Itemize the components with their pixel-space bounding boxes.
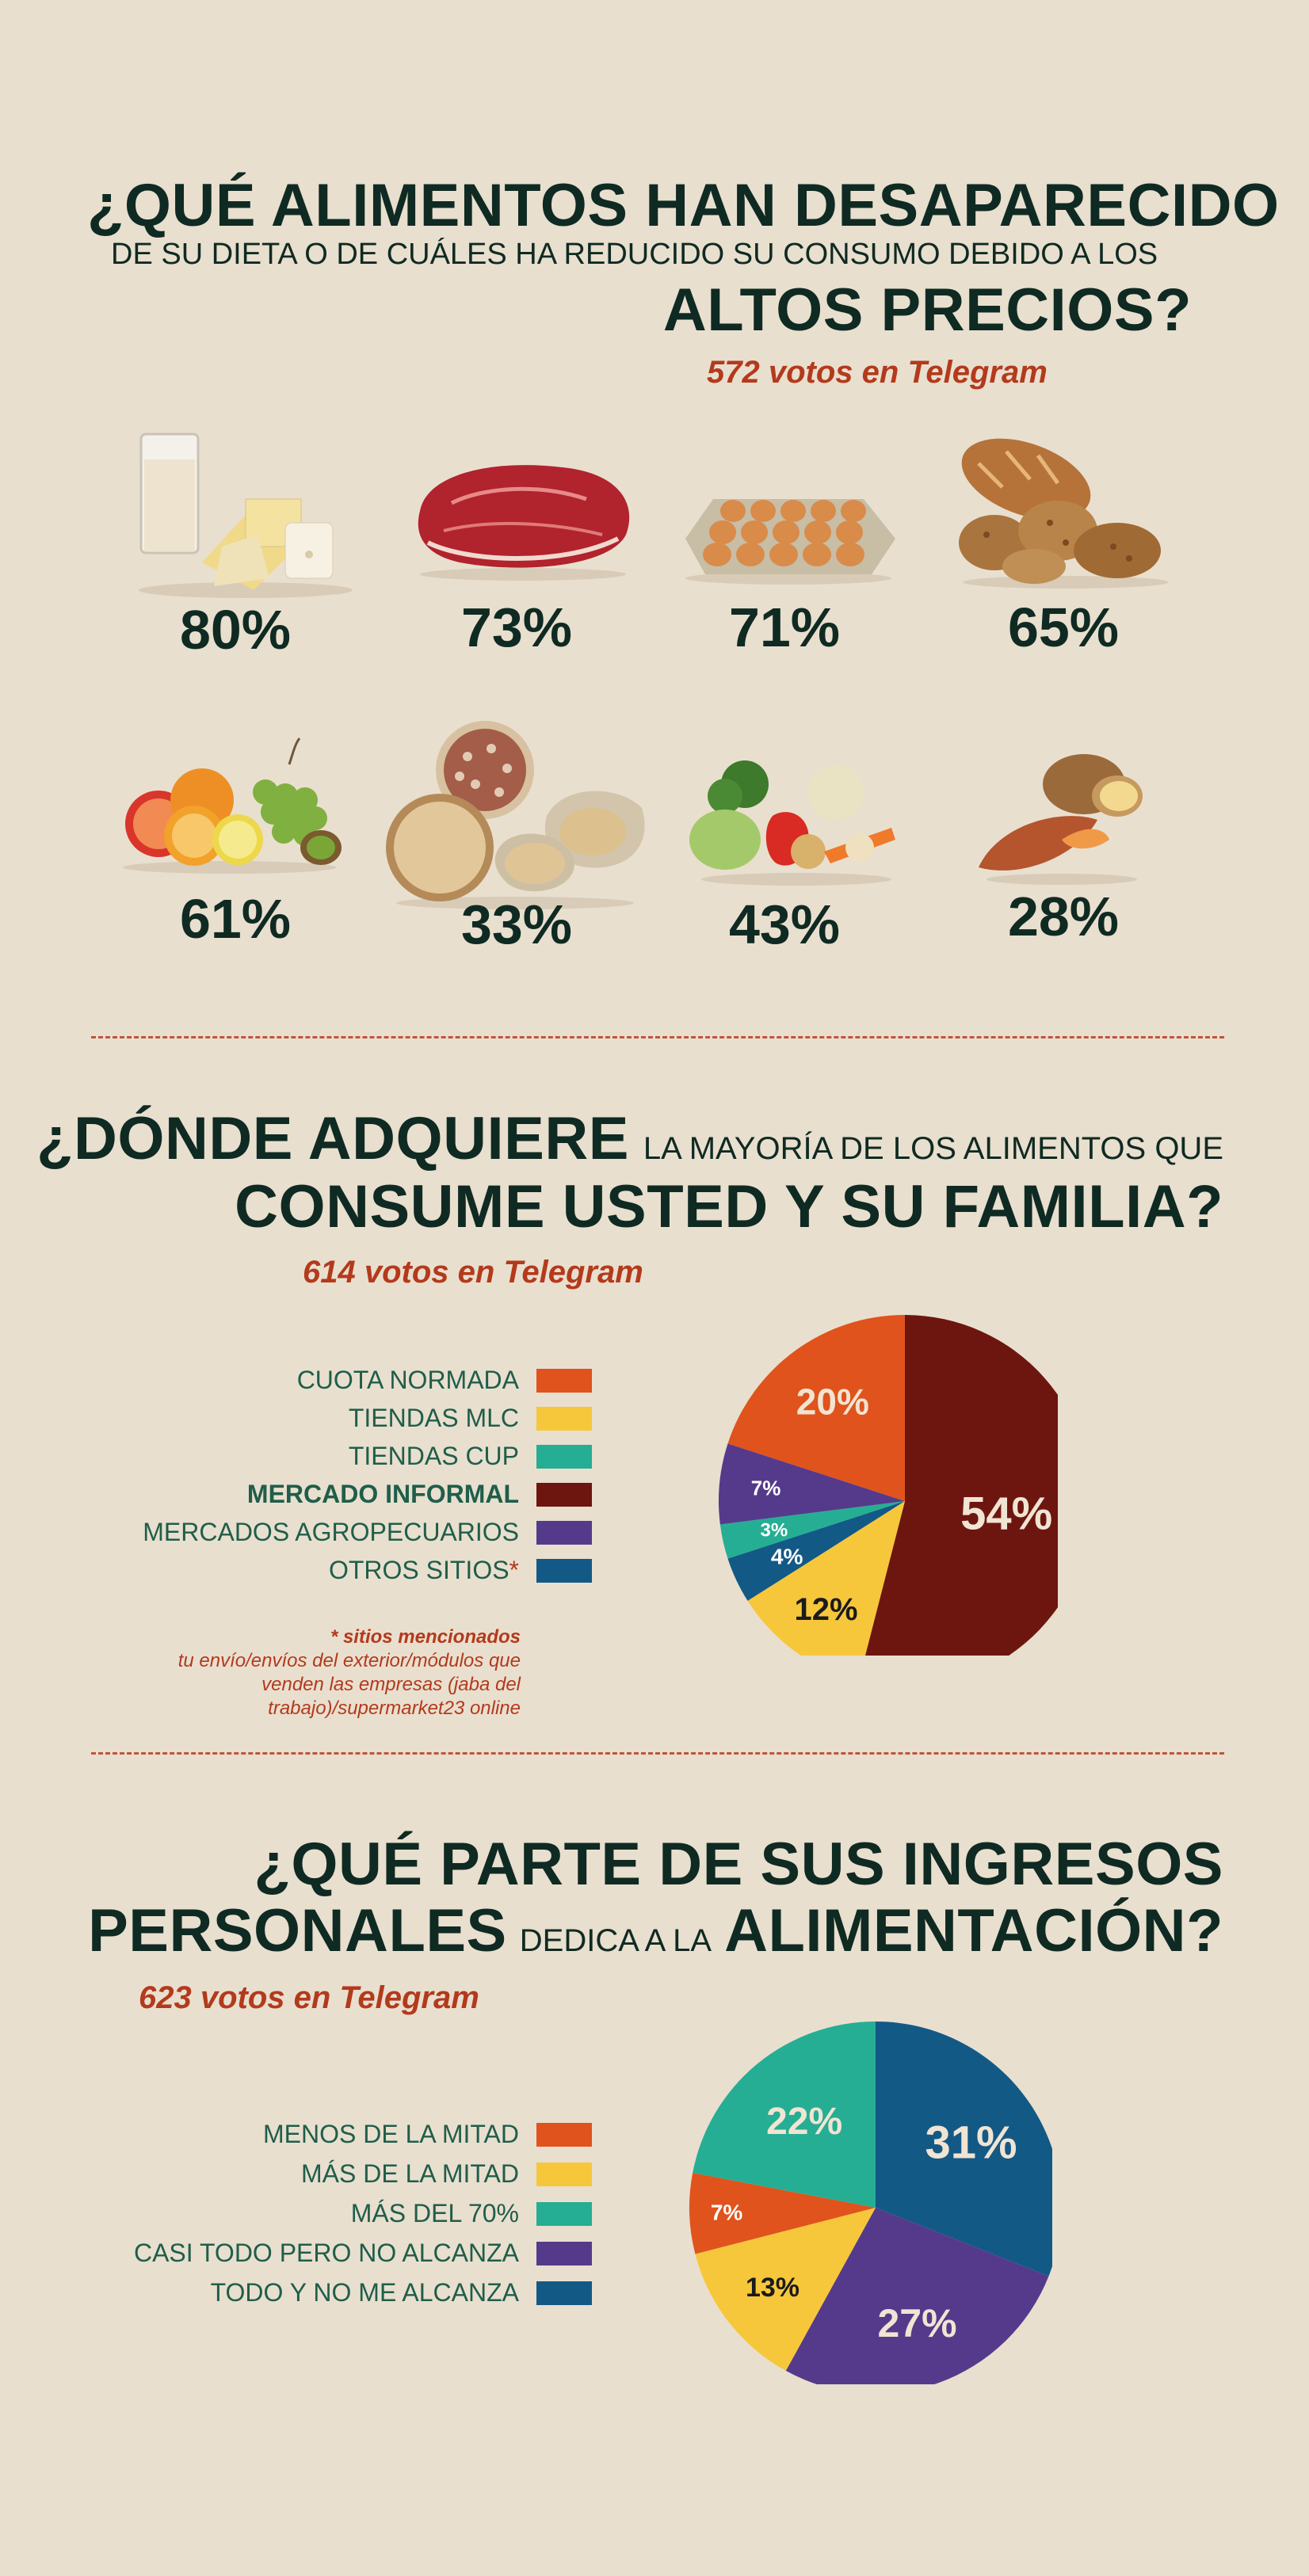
pct-potato: 28% (1007, 886, 1120, 947)
bread-cookies-icon (959, 438, 1169, 589)
eggs-icon (685, 499, 895, 585)
pie-slice-3 (689, 2172, 876, 2254)
section2-title-row1: ¿DÓNDE ADQUIERE LA MAYORÍA DE LOS ALIMEN… (36, 1109, 1223, 1169)
legend-asterisk: * (509, 1556, 519, 1584)
legend-item: MERCADOS AGROPECUARIOS (143, 1518, 592, 1547)
section3-title-small2: DEDICA A LA (519, 1923, 712, 1958)
pie-label-2: 4% (771, 1545, 803, 1569)
pie-label-0: 31% (925, 2117, 1017, 2169)
pie-label-4: 22% (766, 2101, 842, 2143)
pie-slice-0 (864, 1315, 1058, 1656)
legend-swatch (536, 2241, 592, 2265)
pie-slice-2 (695, 2208, 876, 2371)
meat-icon (418, 465, 630, 581)
pct-milk: 80% (179, 599, 292, 661)
legend-item: MENOS DE LA MITAD (263, 2120, 592, 2149)
section3-title-line1: ¿QUÉ PARTE DE SUS INGRESOS (254, 1831, 1223, 1898)
section1-title-line1: ¿QUÉ ALIMENTOS HAN DESAPARECIDO (87, 172, 1280, 239)
legend-label: MENOS DE LA MITAD (262, 2120, 519, 2148)
section3-title-row2: PERSONALES DEDICA A LA ALIMENTACIÓN? (88, 1901, 1223, 1961)
legend-item: MÁS DEL 70% (351, 2199, 592, 2228)
legend-label: MÁS DEL 70% (350, 2199, 519, 2227)
section2-title-small1: LA MAYORÍA DE LOS ALIMENTOS QUE (643, 1131, 1223, 1166)
legend-label: MERCADO INFORMAL (246, 1480, 519, 1508)
section1-title-line3: ALTOS PRECIOS? (662, 276, 1192, 344)
pct-meat: 73% (460, 596, 573, 658)
footnote: * sitios mencionados tu envío/envíos del… (178, 1625, 521, 1721)
legend-swatch (536, 1368, 592, 1393)
pie-slice-4 (693, 2022, 876, 2208)
legend-item: MERCADO INFORMAL (247, 1480, 592, 1509)
pie-slice-5 (727, 1315, 905, 1501)
pie-label-3: 7% (711, 2200, 743, 2224)
pie-slice-1 (785, 2208, 1049, 2384)
pie-label-1: 27% (877, 2301, 956, 2345)
section3-votes: 623 votos en Telegram (139, 1980, 479, 2015)
footnote-line1: * sitios mencionados (330, 1626, 521, 1648)
legend-swatch (536, 1444, 592, 1469)
footnote-line3: venden las empresas (jaba del (261, 1674, 521, 1695)
pie-label-0: 54% (960, 1488, 1052, 1540)
pct-fruits: 61% (179, 888, 292, 950)
legend-label: CUOTA NORMADA (296, 1366, 519, 1394)
potato-icon (979, 754, 1143, 885)
pie-income: 31% 27% 13% 7% 22% (689, 2022, 1052, 2384)
legend-swatch (536, 1558, 592, 1583)
legend-label: TODO Y NO ME ALCANZA (210, 2278, 519, 2307)
legend-swatch (536, 2201, 592, 2226)
legend-label: MÁS DE LA MITAD (300, 2159, 519, 2188)
legend-item: CUOTA NORMADA (297, 1366, 592, 1395)
vegetables-icon (689, 760, 895, 886)
legend-item: TIENDAS MLC (349, 1404, 592, 1433)
legend-item: TIENDAS CUP (349, 1442, 592, 1471)
legend-swatch (536, 1520, 592, 1545)
section1-votes: 572 votos en Telegram (707, 355, 1048, 390)
pie-label-3: 3% (761, 1519, 788, 1541)
legend-item: OTROS SITIOS * (329, 1556, 592, 1585)
legend-swatch (536, 2281, 592, 2305)
footnote-line4: trabajo)/supermarket23 online (268, 1698, 521, 1719)
legend-label: TIENDAS MLC (348, 1404, 519, 1432)
divider-1 (91, 1036, 1224, 1038)
legend-label: MERCADOS AGROPECUARIOS (143, 1518, 519, 1546)
pct-eggs: 71% (728, 596, 841, 658)
section3-title-big2: PERSONALES (88, 1897, 507, 1964)
pie-slice-4 (719, 1443, 905, 1525)
pie-slice-3 (719, 1501, 905, 1559)
legend-label: TIENDAS CUP (348, 1442, 519, 1470)
pie-label-2: 13% (746, 2273, 800, 2303)
pct-beans: 33% (460, 894, 573, 955)
pie-slice-0 (876, 2022, 1052, 2277)
milk-cheese-icon (139, 433, 353, 598)
legend-swatch (536, 1406, 592, 1431)
beans-icon (386, 721, 645, 909)
legend-item: CASI TODO PERO NO ALCANZA (134, 2239, 592, 2268)
pie-slice-2 (727, 1501, 905, 1601)
legend-swatch (536, 1482, 592, 1507)
pie-label-4: 7% (751, 1476, 781, 1499)
pie-slice-1 (747, 1501, 905, 1656)
section3-title-big3: ALIMENTACIÓN? (724, 1897, 1223, 1964)
pct-vegetables: 43% (728, 894, 841, 955)
pie-label-5: 20% (796, 1381, 869, 1423)
legend-item: TODO Y NO ME ALCANZA (211, 2278, 592, 2307)
divider-2 (91, 1752, 1224, 1755)
section2-title-big1: ¿DÓNDE ADQUIERE (36, 1105, 629, 1172)
legend-label: OTROS SITIOS (328, 1556, 509, 1584)
legend-item: MÁS DE LA MITAD (301, 2159, 592, 2189)
section1-title-line2: DE SU DIETA O DE CUÁLES HA REDUCIDO SU C… (111, 238, 1158, 271)
legend-swatch (536, 2162, 592, 2186)
pct-bread: 65% (1007, 596, 1120, 658)
fruits-icon (123, 737, 342, 874)
pie-label-1: 12% (795, 1592, 858, 1627)
section2-votes: 614 votos en Telegram (303, 1255, 643, 1290)
legend-label: CASI TODO PERO NO ALCANZA (133, 2239, 519, 2267)
pie-where-buy: 54% 12% 4% 3% 7% 20% (719, 1315, 1058, 1656)
footnote-line2: tu envío/envíos del exterior/módulos que (177, 1650, 521, 1671)
legend-swatch (536, 2122, 592, 2147)
section2-title-big2: CONSUME USTED Y SU FAMILIA? (235, 1173, 1223, 1240)
